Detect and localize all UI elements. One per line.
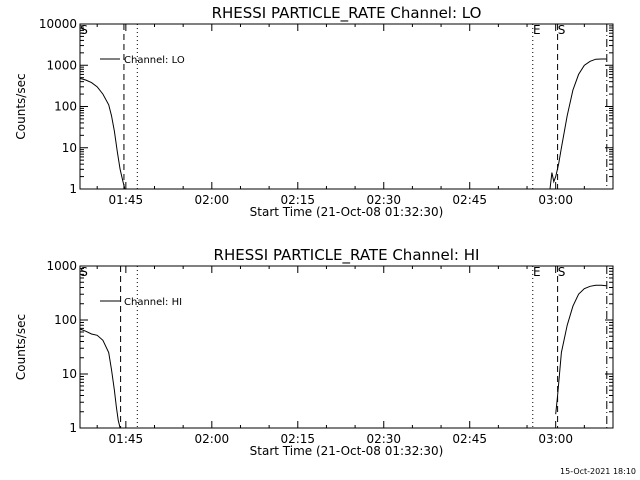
x-tick-label: 02:00 (195, 432, 230, 446)
series-line-segment (555, 284, 607, 415)
y-tick-label: 1 (69, 421, 77, 435)
y-axis-label: Counts/sec (14, 314, 28, 380)
y-tick-label: 100 (54, 313, 77, 327)
lo-channel-panel: RHESSI PARTICLE_RATE Channel: LO 01:45 02:… (14, 4, 614, 219)
event-marker-label: S (80, 23, 88, 37)
chart-title: RHESSI PARTICLE_RATE Channel: LO (212, 4, 482, 23)
y-tick-label: 10 (62, 367, 77, 381)
x-tick-label: 02:45 (452, 193, 487, 207)
event-marker-label: S (80, 265, 88, 279)
x-tick-label: 02:45 (452, 432, 487, 446)
x-axis-label: Start Time (21-Oct-08 01:32:30) (250, 444, 444, 458)
x-tick-label: 01:45 (109, 432, 144, 446)
series-line-segment (549, 58, 607, 190)
footer-timestamp: 15-Oct-2021 18:10 (560, 467, 636, 476)
series-line-segment (79, 77, 126, 190)
x-tick-label: 02:00 (195, 193, 230, 207)
legend-label: Channel: LO (124, 55, 185, 66)
x-tick-label: 02:30 (366, 193, 401, 207)
event-marker-label: S (558, 265, 566, 279)
x-tick-label: 03:00 (538, 193, 573, 207)
y-tick-label: 1 (69, 182, 77, 196)
x-tick-label: 02:15 (280, 432, 315, 446)
event-marker-label: E (533, 23, 541, 37)
chart-title: RHESSI PARTICLE_RATE Channel: HI (214, 246, 480, 265)
y-tick-label: 1000 (46, 58, 77, 72)
x-tick-label: 02:30 (366, 432, 401, 446)
y-tick-label: 100 (54, 100, 77, 114)
hi-channel-panel: RHESSI PARTICLE_RATE Channel: HI 01:45 02:… (14, 246, 614, 458)
legend-label: Channel: HI (124, 297, 182, 308)
y-tick-label: 10 (62, 141, 77, 155)
y-tick-label: 1000 (46, 259, 77, 273)
x-tick-label: 01:45 (109, 193, 144, 207)
y-tick-label: 10000 (39, 17, 77, 31)
event-marker-label: E (533, 265, 541, 279)
y-axis-label: Counts/sec (14, 73, 28, 139)
x-axis-label: Start Time (21-Oct-08 01:32:30) (250, 205, 444, 219)
x-tick-label: 03:00 (538, 432, 573, 446)
event-marker-label: S (558, 23, 566, 37)
x-tick-label: 02:15 (280, 193, 315, 207)
series-line-segment (79, 328, 121, 429)
